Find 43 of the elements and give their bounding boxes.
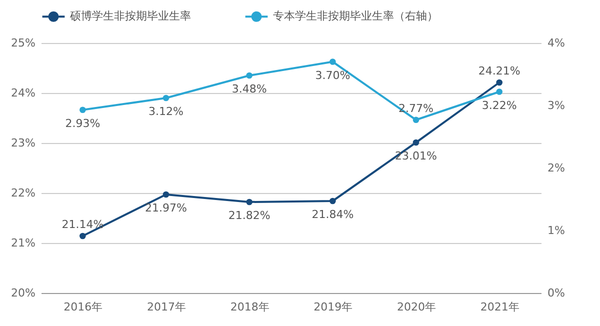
point bbox=[496, 79, 502, 86]
point bbox=[412, 139, 420, 146]
data-label: 2.93% bbox=[65, 116, 100, 130]
point bbox=[246, 72, 252, 79]
x-tick-label: 2020年 bbox=[397, 300, 436, 314]
y-tick-label: 20% bbox=[11, 286, 36, 300]
point bbox=[80, 232, 86, 240]
y-tick-label: 25% bbox=[11, 36, 36, 50]
point bbox=[162, 191, 170, 198]
point bbox=[330, 58, 336, 65]
data-label: 3.12% bbox=[148, 105, 184, 118]
data-label: 21.84% bbox=[312, 208, 354, 221]
y-tick-label: 21% bbox=[11, 236, 36, 250]
data-label: 3.22% bbox=[482, 98, 517, 112]
legend-label: 硕博学生非按期毕业生率 bbox=[69, 10, 191, 23]
data-label: 24.21% bbox=[478, 64, 520, 78]
data-label: 21.82% bbox=[228, 209, 270, 222]
point bbox=[162, 94, 170, 102]
data-label: 23.01% bbox=[395, 150, 437, 162]
y2-tick-label: 0% bbox=[548, 286, 565, 300]
y-tick-label: 22% bbox=[11, 186, 36, 200]
y2-tick-label: 3% bbox=[548, 99, 565, 112]
data-label: 21.97% bbox=[145, 202, 187, 214]
data-label: 21.14% bbox=[62, 218, 104, 231]
x-tick-label: 2021年 bbox=[480, 300, 520, 314]
point bbox=[496, 88, 502, 95]
legend-label: 专本学生非按期毕业生率（右轴） bbox=[273, 10, 438, 23]
x-tick-label: 2019年 bbox=[314, 300, 353, 314]
data-label: 2.77% bbox=[398, 102, 434, 115]
point bbox=[330, 198, 336, 204]
point bbox=[246, 198, 252, 206]
x-tick-label: 2016年 bbox=[64, 300, 103, 314]
y2-tick-label: 2% bbox=[548, 162, 565, 174]
x-tick-label: 2018年 bbox=[230, 300, 270, 314]
x-tick-label: 2017年 bbox=[147, 300, 186, 314]
y2-tick-label: 4% bbox=[548, 36, 565, 50]
data-label: 3.70% bbox=[315, 68, 350, 82]
point bbox=[80, 106, 86, 114]
y2-tick-label: 1% bbox=[548, 224, 565, 237]
y-tick-label: 24% bbox=[11, 86, 36, 100]
y-tick-label: 23% bbox=[11, 136, 36, 150]
point bbox=[412, 116, 420, 124]
data-label: 3.48% bbox=[232, 82, 267, 96]
